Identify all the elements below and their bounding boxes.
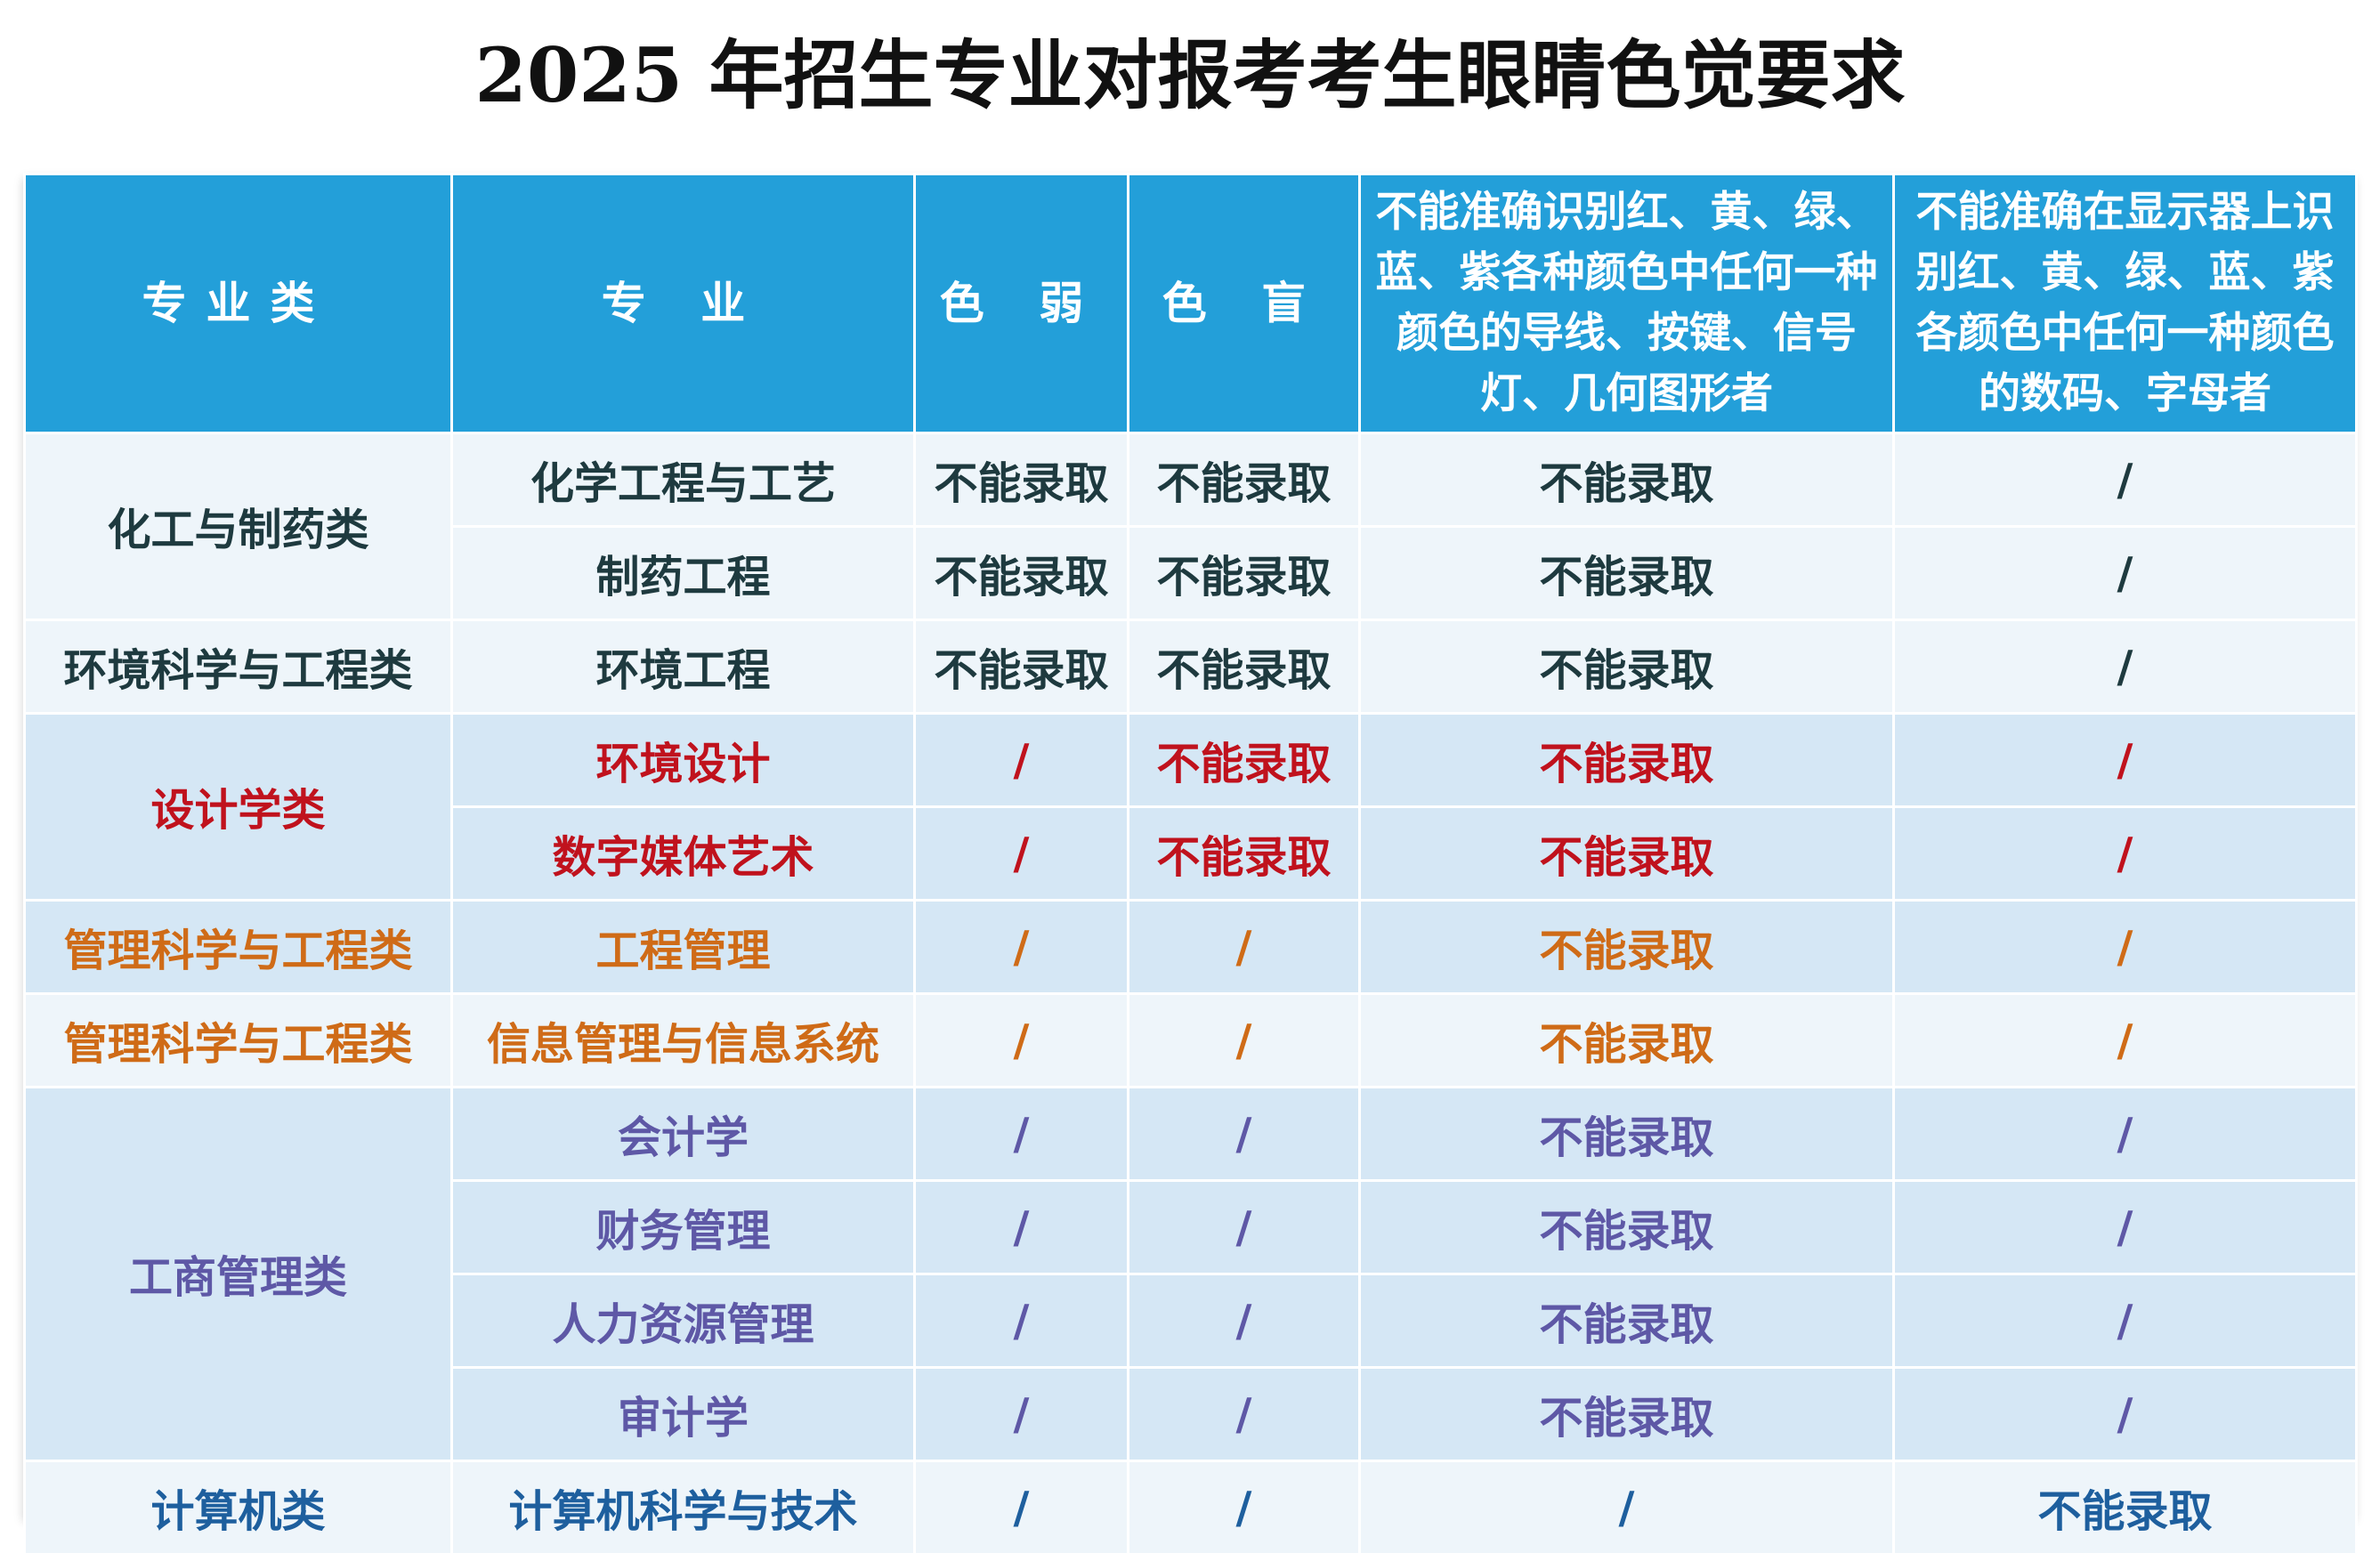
header-color-blind: 色 盲 <box>1127 173 1361 434</box>
weak-cell: / <box>913 1086 1129 1182</box>
display-cell: / <box>1892 525 2358 621</box>
weak-cell: / <box>913 805 1129 902</box>
blind-cell: / <box>1127 1273 1361 1369</box>
blind-cell: 不能录取 <box>1127 525 1361 621</box>
header-color-weak: 色 弱 <box>913 173 1129 434</box>
wire-cell: 不能录取 <box>1358 1273 1895 1369</box>
display-cell: / <box>1892 805 2358 902</box>
blind-cell: / <box>1127 1179 1361 1275</box>
category-cell: 计算机类 <box>23 1460 453 1556</box>
wire-cell: 不能录取 <box>1358 992 1895 1088</box>
major-cell: 环境设计 <box>450 712 916 808</box>
wire-cell: 不能录取 <box>1358 432 1895 528</box>
major-cell: 数字媒体艺术 <box>450 805 916 902</box>
display-cell: / <box>1892 432 2358 528</box>
table-row: 财务管理 / / 不能录取 / <box>24 1179 2358 1275</box>
display-cell: / <box>1892 992 2358 1088</box>
display-cell: / <box>1892 1086 2358 1182</box>
blind-cell: 不能录取 <box>1127 712 1361 808</box>
wire-cell: 不能录取 <box>1358 525 1895 621</box>
display-cell: / <box>1892 1273 2358 1369</box>
requirements-table: 专业类 专 业 色 弱 色 盲 不能准确识别红、黄、绿、蓝、紫各种颜色中任何一种… <box>23 173 2358 1556</box>
blind-cell: / <box>1127 1460 1361 1556</box>
wire-cell: 不能录取 <box>1358 1366 1895 1462</box>
blind-cell: / <box>1127 1086 1361 1182</box>
major-cell: 财务管理 <box>450 1179 916 1275</box>
display-cell: / <box>1892 619 2358 715</box>
wire-cell: / <box>1358 1460 1895 1556</box>
blind-cell: 不能录取 <box>1127 805 1361 902</box>
weak-cell: / <box>913 1366 1129 1462</box>
wire-cell: 不能录取 <box>1358 619 1895 715</box>
weak-cell: / <box>913 1460 1129 1556</box>
category-cell: 工商管理类 <box>23 1086 453 1462</box>
weak-cell: / <box>913 1179 1129 1275</box>
major-cell: 人力资源管理 <box>450 1273 916 1369</box>
display-cell: / <box>1892 712 2358 808</box>
header-wire-recognition: 不能准确识别红、黄、绿、蓝、紫各种颜色中任何一种颜色的导线、按键、信号灯、几何图… <box>1358 173 1895 434</box>
header-display-recognition: 不能准确在显示器上识别红、黄、绿、蓝、紫各颜色中任何一种颜色的数码、字母者 <box>1892 173 2358 434</box>
display-cell: / <box>1892 1179 2358 1275</box>
table-row: 管理科学与工程类 工程管理 / / 不能录取 / <box>23 899 2358 995</box>
major-cell: 环境工程 <box>450 619 916 715</box>
category-cell: 管理科学与工程类 <box>23 899 453 995</box>
table-row: 计算机类 计算机科学与技术 / / / 不能录取 <box>23 1460 2358 1556</box>
wire-cell: 不能录取 <box>1358 805 1895 902</box>
category-cell: 管理科学与工程类 <box>23 992 453 1088</box>
header-category: 专业类 <box>23 173 453 434</box>
display-cell: / <box>1892 899 2358 995</box>
page-title: 2025 年招生专业对报考考生眼睛色觉要求 <box>474 31 1906 119</box>
blind-cell: / <box>1127 992 1361 1088</box>
weak-cell: 不能录取 <box>913 525 1129 621</box>
table-row: 化工与制药类 化学工程与工艺 不能录取 不能录取 不能录取 / <box>23 432 2358 621</box>
table-row: 制药工程 不能录取 不能录取 不能录取 / <box>24 525 2358 621</box>
blind-cell: 不能录取 <box>1127 432 1361 528</box>
major-cell: 审计学 <box>450 1366 916 1462</box>
weak-cell: 不能录取 <box>913 432 1129 528</box>
blind-cell: 不能录取 <box>1127 619 1361 715</box>
weak-cell: / <box>913 712 1129 808</box>
requirements-table-container: 专业类 专 业 色 弱 色 盲 不能准确识别红、黄、绿、蓝、紫各种颜色中任何一种… <box>23 173 2358 1556</box>
table-row: 工商管理类 会计学 / / 不能录取 / <box>23 1086 2358 1462</box>
weak-cell: 不能录取 <box>913 619 1129 715</box>
major-cell: 制药工程 <box>450 525 916 621</box>
weak-cell: / <box>913 1273 1129 1369</box>
wire-cell: 不能录取 <box>1358 1086 1895 1182</box>
wire-cell: 不能录取 <box>1358 899 1895 995</box>
blind-cell: / <box>1127 899 1361 995</box>
major-cell: 化学工程与工艺 <box>450 432 916 528</box>
major-cell: 会计学 <box>450 1086 916 1182</box>
major-cell: 信息管理与信息系统 <box>450 992 916 1088</box>
header-major: 专 业 <box>450 173 916 434</box>
category-cell: 化工与制药类 <box>23 432 453 621</box>
weak-cell: / <box>913 899 1129 995</box>
wire-cell: 不能录取 <box>1358 1179 1895 1275</box>
blind-cell: / <box>1127 1366 1361 1462</box>
table-row: 管理科学与工程类 信息管理与信息系统 / / 不能录取 / <box>23 992 2358 1088</box>
table-row: 环境科学与工程类 环境工程 不能录取 不能录取 不能录取 / <box>23 619 2358 715</box>
major-cell: 计算机科学与技术 <box>450 1460 916 1556</box>
table-row: 设计学类 环境设计 / 不能录取 不能录取 / <box>23 712 2358 902</box>
weak-cell: / <box>913 992 1129 1088</box>
display-cell: 不能录取 <box>1892 1460 2358 1556</box>
category-cell: 设计学类 <box>23 712 453 902</box>
category-cell: 环境科学与工程类 <box>23 619 453 715</box>
major-cell: 工程管理 <box>450 899 916 995</box>
header-row: 专业类 专 业 色 弱 色 盲 不能准确识别红、黄、绿、蓝、紫各种颜色中任何一种… <box>23 173 2358 434</box>
display-cell: / <box>1892 1366 2358 1462</box>
wire-cell: 不能录取 <box>1358 712 1895 808</box>
